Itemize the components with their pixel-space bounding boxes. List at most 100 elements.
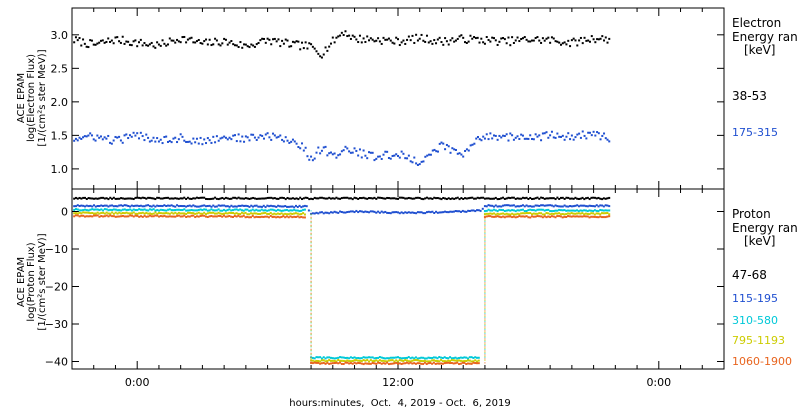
proton-data-point bbox=[237, 196, 240, 199]
electron-data-point bbox=[99, 39, 102, 42]
proton-data-point bbox=[405, 361, 408, 364]
proton-data-point bbox=[100, 204, 103, 207]
electron-data-point bbox=[134, 39, 137, 42]
electron-data-point bbox=[346, 35, 349, 38]
proton-data-point bbox=[577, 197, 580, 200]
proton-data-point bbox=[139, 204, 142, 207]
proton-data-point bbox=[313, 212, 316, 215]
electron-data-point bbox=[116, 36, 119, 39]
proton-data-point bbox=[567, 205, 570, 208]
proton-data-point bbox=[402, 362, 405, 365]
proton-data-point bbox=[302, 205, 305, 208]
proton-data-point bbox=[154, 198, 157, 201]
proton-data-point bbox=[536, 215, 539, 218]
proton-data-point bbox=[303, 216, 306, 219]
proton-data-point bbox=[509, 204, 512, 207]
proton-data-point bbox=[313, 360, 316, 363]
proton-data-point bbox=[217, 214, 220, 217]
proton-data-point bbox=[561, 216, 564, 219]
proton-data-point bbox=[161, 197, 164, 200]
proton-data-point bbox=[165, 196, 168, 199]
proton-data-point bbox=[149, 212, 152, 215]
proton-data-point bbox=[163, 212, 166, 215]
electron-data-point bbox=[179, 133, 182, 136]
proton-data-point bbox=[465, 197, 468, 200]
proton-data-point bbox=[431, 357, 434, 360]
proton-data-point bbox=[260, 208, 263, 211]
electron-data-point bbox=[581, 42, 584, 45]
proton-data-point bbox=[82, 204, 85, 207]
electron-data-point bbox=[565, 43, 568, 46]
proton-data-point bbox=[425, 196, 428, 199]
electron-data-point bbox=[420, 160, 423, 163]
proton-data-point bbox=[255, 215, 258, 218]
proton-data-point bbox=[176, 197, 179, 200]
proton-data-point bbox=[284, 212, 287, 215]
proton-data-point bbox=[565, 215, 568, 218]
electron-data-point bbox=[431, 42, 434, 45]
proton-data-point bbox=[545, 197, 548, 200]
electron-data-point bbox=[375, 157, 378, 160]
electron-data-point bbox=[246, 136, 249, 139]
proton-data-point bbox=[429, 197, 432, 200]
proton-data-point bbox=[476, 196, 479, 199]
proton-data-point bbox=[239, 197, 242, 200]
proton-data-point bbox=[407, 362, 410, 365]
proton-data-point bbox=[100, 211, 103, 214]
proton-data-point bbox=[267, 212, 270, 215]
proton-data-point bbox=[266, 204, 269, 207]
proton-data-point bbox=[463, 360, 466, 363]
proton-data-point bbox=[248, 213, 251, 216]
proton-data-point bbox=[599, 197, 602, 200]
electron-data-point bbox=[326, 49, 329, 52]
proton-data-point bbox=[226, 215, 229, 218]
proton-data-point bbox=[509, 209, 512, 212]
proton-data-point bbox=[416, 357, 419, 360]
proton-data-point bbox=[608, 196, 611, 199]
proton-data-point bbox=[525, 196, 528, 199]
proton-data-point bbox=[592, 212, 595, 215]
proton-data-point bbox=[400, 359, 403, 362]
proton-data-point bbox=[78, 209, 81, 212]
proton-data-point bbox=[217, 208, 220, 211]
proton-data-point bbox=[290, 197, 293, 200]
electron-data-point bbox=[221, 136, 224, 139]
proton-data-point bbox=[572, 209, 575, 212]
electron-data-point bbox=[445, 40, 448, 43]
electron-data-point bbox=[132, 40, 135, 43]
proton-data-point bbox=[473, 197, 476, 200]
proton-data-point bbox=[541, 208, 544, 211]
proton-data-point bbox=[386, 357, 389, 360]
electron-data-point bbox=[547, 136, 550, 139]
electron-data-point bbox=[195, 40, 198, 43]
proton-data-point bbox=[206, 198, 209, 201]
proton-data-point bbox=[604, 209, 607, 212]
proton-data-point bbox=[397, 362, 399, 365]
proton-data-point bbox=[212, 197, 215, 200]
electron-data-point bbox=[509, 132, 512, 135]
electron-data-point bbox=[492, 134, 495, 137]
proton-data-point bbox=[172, 205, 175, 208]
proton-data-point bbox=[181, 209, 184, 212]
proton-data-point bbox=[326, 356, 329, 359]
electron-data-point bbox=[505, 133, 508, 136]
proton-data-point bbox=[129, 208, 132, 211]
proton-data-point bbox=[441, 357, 444, 360]
electron-data-point bbox=[248, 139, 251, 142]
proton-data-point bbox=[251, 214, 254, 217]
proton-data-point bbox=[572, 205, 575, 208]
proton-data-point bbox=[141, 211, 144, 214]
proton-data-point bbox=[206, 204, 209, 207]
electron-data-point bbox=[94, 139, 97, 142]
electron-data-point bbox=[208, 38, 211, 41]
proton-data-point bbox=[147, 204, 150, 207]
proton-data-point bbox=[282, 197, 285, 200]
electron-data-point bbox=[284, 38, 287, 41]
proton-data-point bbox=[500, 205, 503, 208]
electron-data-point bbox=[73, 41, 76, 44]
proton-data-point bbox=[531, 205, 534, 208]
proton-data-point bbox=[429, 211, 432, 214]
proton-data-point bbox=[496, 205, 499, 208]
electron-data-point bbox=[603, 39, 606, 42]
proton-data-point bbox=[470, 362, 473, 365]
